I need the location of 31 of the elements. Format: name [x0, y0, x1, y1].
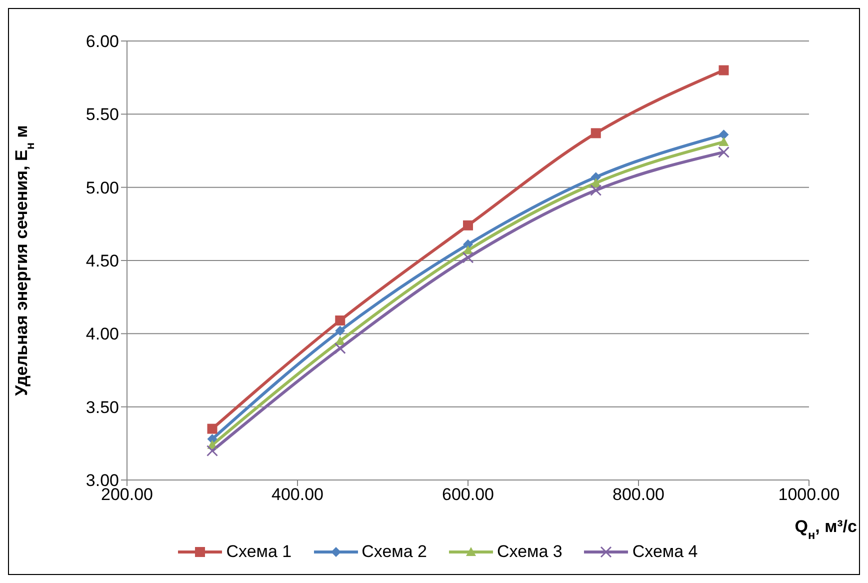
y-tick-label: 5.50	[86, 105, 119, 124]
x-tick-label: 800.00	[612, 485, 664, 504]
x-tick-label: 600.00	[442, 485, 494, 504]
x-tick-label: 1000.00	[778, 485, 840, 504]
point	[590, 128, 601, 138]
point	[718, 65, 729, 76]
point	[463, 220, 473, 230]
point	[718, 146, 730, 158]
y-tick-label: 4.00	[86, 324, 119, 344]
x-axis-title: Q$_{н}$, м³/с	[794, 517, 857, 542]
legend-label: Схема 3	[497, 542, 562, 561]
point	[590, 184, 602, 196]
point	[462, 252, 474, 264]
point	[590, 178, 601, 187]
point	[335, 315, 346, 326]
point	[335, 326, 346, 336]
y-tick-label: 5.00	[86, 178, 119, 198]
point	[718, 130, 729, 140]
legend-label: Схема 4	[632, 542, 698, 561]
legend-label: Схема 1	[226, 542, 292, 561]
point	[718, 136, 729, 146]
legend-label: Схема 2	[362, 542, 427, 561]
x-tick-label: 200.00	[101, 485, 153, 504]
x-tick-label: 400.00	[272, 485, 324, 504]
y-tick-label: 4.50	[86, 252, 119, 271]
point	[207, 424, 218, 434]
point	[334, 342, 346, 354]
point	[206, 444, 218, 456]
y-tick-label: 6.00	[86, 32, 119, 52]
y-tick-label: 3.50	[86, 398, 119, 417]
point	[335, 336, 346, 345]
